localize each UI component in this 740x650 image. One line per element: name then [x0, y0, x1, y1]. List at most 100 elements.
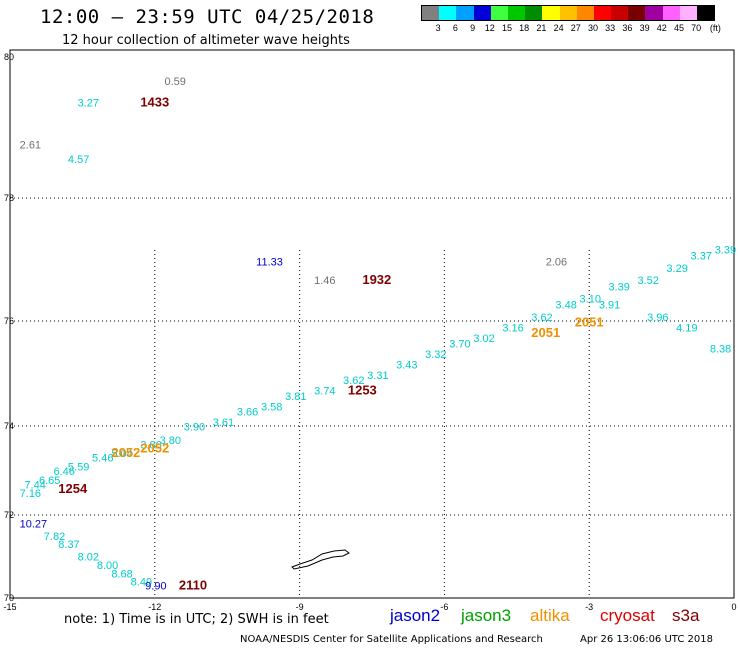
legend-label: 24	[553, 23, 564, 33]
footer-timestamp: Apr 26 13:06:06 UTC 2018	[580, 634, 713, 645]
wave-height-label: 8.02	[78, 552, 99, 564]
wave-height-label: 3.66	[237, 407, 258, 419]
lat-tick-label: 72	[4, 510, 14, 520]
footer-credit: NOAA/NESDIS Center for Satellite Applica…	[240, 634, 543, 645]
wave-height-label: 3.10	[580, 294, 601, 306]
legend-swatch	[490, 6, 508, 20]
pass-time-label: 1433	[140, 94, 169, 109]
wave-height-label: 2.06	[546, 257, 567, 269]
legend-label: 39	[639, 23, 650, 33]
legend-swatch	[679, 6, 697, 20]
wave-height-label: 10.27	[20, 518, 48, 530]
wave-height-label: 7.44	[24, 479, 45, 491]
lon-tick-label: -6	[440, 602, 448, 612]
wave-height-label: 1.46	[314, 275, 335, 287]
map-grid	[10, 197, 734, 598]
legend-swatch	[456, 6, 474, 20]
legend-swatch	[507, 6, 526, 20]
legend-swatch	[439, 6, 457, 20]
legend-labels: 3 6 9 12 15 18 21 24 27 30 33 36 39 42 45 70 (ft)	[421, 21, 721, 35]
legend-swatch	[611, 6, 629, 20]
wave-height-label: 8.00	[97, 560, 118, 572]
wave-height-label: 3.86	[140, 439, 161, 451]
wave-height-label: 6.46	[53, 466, 74, 478]
legend-swatch	[473, 6, 491, 20]
wave-height-label: 3.96	[647, 312, 668, 324]
wave-height-label: 5.46	[92, 453, 113, 465]
pass-time-label: 1932	[362, 272, 391, 287]
legend-swatch	[645, 6, 663, 20]
legend-label: 27	[570, 23, 581, 33]
wave-height-label: 4.57	[68, 154, 89, 166]
legend-swatch	[697, 6, 715, 20]
wave-height-label: 3.31	[367, 370, 388, 382]
legend-swatch	[422, 6, 440, 20]
legend-swatch	[525, 6, 543, 20]
note-text: note: 1) Time is in UTC; 2) SWH is in fe…	[64, 612, 329, 627]
wave-height-label: 3.29	[666, 263, 687, 275]
lat-tick-label: 74	[4, 421, 14, 431]
lon-tick-label: -15	[3, 602, 16, 612]
lat-tick-label: 80	[4, 52, 14, 62]
wave-height-label: 7.16	[20, 488, 41, 500]
wave-height-label: 3.16	[502, 323, 523, 335]
legend-color-bar	[421, 5, 716, 21]
wave-height-label: 3.74	[314, 386, 335, 398]
wave-height-label: 3.27	[78, 97, 99, 109]
wave-height-label: 3.61	[213, 417, 234, 429]
satellite-name: cryosat	[600, 606, 655, 625]
satellite-name: jason3	[461, 606, 512, 625]
wave-height-label: 3.91	[599, 300, 620, 312]
pass-time-label: 1254	[58, 481, 88, 496]
legend-swatch	[593, 6, 612, 20]
wave-height-label: 0.59	[164, 76, 185, 88]
wave-height-label: 6.65	[39, 475, 60, 487]
legend-label: 45	[673, 23, 685, 33]
wave-height-label: 3.32	[425, 349, 446, 361]
wave-height-label: 3.62	[531, 312, 552, 324]
legend-label: 36	[622, 23, 633, 33]
lat-tick-label: 76	[4, 316, 14, 326]
jan-mayen-island	[291, 549, 350, 570]
wave-height-label: 3.58	[261, 401, 282, 413]
satellite-name: s3a	[672, 606, 700, 625]
legend-label: 33	[605, 23, 616, 33]
legend-swatch	[662, 6, 680, 20]
wave-height-label: 11.33	[256, 257, 283, 269]
legend-unit: (ft)	[709, 23, 721, 33]
legend-label: 42	[656, 23, 667, 33]
legend-label: 6	[452, 23, 458, 33]
legend-swatch	[576, 6, 594, 20]
lat-tick-label: 70	[4, 593, 14, 603]
legend-label: 18	[519, 23, 530, 33]
legend-label: 12	[484, 23, 495, 33]
wave-height-label: 3.52	[637, 275, 658, 287]
wave-height-label: 8.49	[131, 577, 152, 589]
pass-time-label: 2110	[179, 578, 207, 593]
wave-height-label: 7.82	[44, 531, 65, 543]
pass-time-label: 2051	[531, 325, 560, 340]
legend-label: 9	[470, 23, 476, 33]
satellite-name: jason2	[390, 606, 441, 625]
wave-height-label: 3.43	[396, 359, 417, 371]
pass-time-label: 1253	[348, 383, 377, 398]
map-labels: 0.59 3.27 1433 2.61 4.57 11.33 1.46 1932 2.06 3.9…	[20, 76, 732, 593]
pass-time-label: 2052	[111, 445, 140, 460]
wave-height-label: 3.48	[555, 300, 576, 312]
color-legend: 3 6 9 12 15 18 21 24 27 30 33 36 39 42 45 70 (ft)	[421, 5, 721, 35]
chart-title: 12:00 — 23:59 UTC 04/25/2018	[40, 6, 375, 28]
legend-swatch	[559, 6, 577, 20]
satellite-name: altika	[530, 606, 570, 625]
lon-tick-label: -9	[296, 602, 304, 612]
wave-height-label: 5.59	[68, 462, 89, 474]
wave-height-label: 5.04	[111, 448, 132, 460]
track-labels: 3.393.373.293.523.393.103.483.623.163.02…	[39, 244, 736, 487]
wave-height-label: 3.80	[160, 435, 181, 447]
wave-height-label: 3.39	[715, 244, 736, 256]
wave-height-label: 3.02	[473, 333, 494, 345]
legend-swatch	[542, 6, 560, 20]
wave-height-label: 3.37	[691, 251, 712, 263]
wave-height-label: 8.68	[111, 568, 132, 580]
lon-tick-label: 0	[731, 602, 736, 612]
